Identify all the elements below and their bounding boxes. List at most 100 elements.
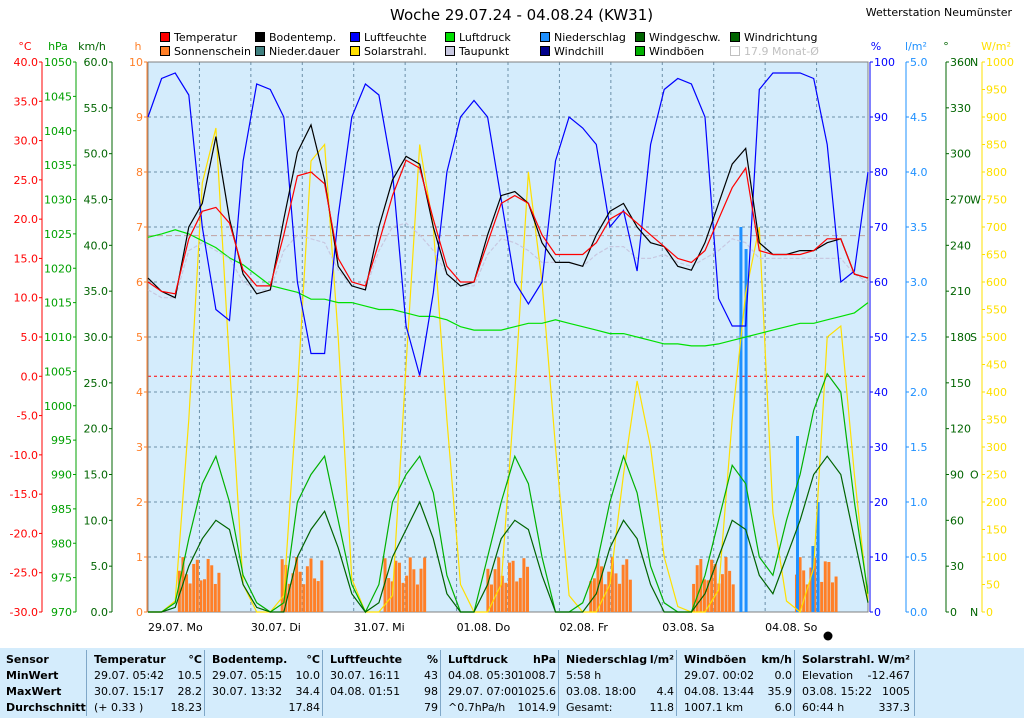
axis-tick-label-wind: 50.0 — [84, 148, 109, 161]
axis-unit-press: hPa — [48, 40, 68, 53]
axis-tick-label-dir: 330 — [950, 102, 971, 115]
axis-tick-label-dir: 150 — [950, 377, 971, 390]
axis-tick-label-solar: 450 — [986, 359, 1007, 372]
day-label: 04.08. So — [765, 621, 817, 634]
axis-tick-label-temp: 40.0 — [14, 56, 39, 69]
sunshine-bar — [309, 558, 313, 612]
sunshine-bar — [522, 558, 526, 612]
sunshine-bar — [320, 560, 324, 612]
series-line-windgeschw — [148, 455, 869, 613]
axis-tick-label-hours: 4 — [136, 386, 143, 399]
sunshine-bar — [596, 558, 600, 612]
axis-tick-label-press: 980 — [51, 537, 72, 550]
axis-tick-label-rain: 1.5 — [910, 441, 928, 454]
legend-item: Niederschlag — [540, 31, 626, 45]
axis-tick-label-wind: 10.0 — [84, 514, 109, 527]
axis-tick-label-press: 995 — [51, 434, 72, 447]
sunshine-bar — [203, 579, 207, 612]
axis-tick-label-humidity: 80 — [874, 166, 888, 179]
stats-label-avg: Durchschnitt — [6, 701, 86, 714]
legend-swatch — [350, 46, 360, 56]
axis-tick-label-wind: 5.0 — [91, 560, 109, 573]
axis-tick-label-dir: 210 — [950, 285, 971, 298]
station-name: Wetterstation Neumünster — [865, 6, 1012, 19]
sunshine-bar — [812, 557, 816, 612]
legend-label: Windböen — [649, 45, 705, 58]
axis-tick-label-dir: 300 — [950, 148, 971, 161]
stats-column-name: Solarstrahl. — [802, 653, 875, 666]
sunshine-bar — [302, 584, 306, 612]
sunshine-bar — [295, 557, 299, 612]
legend-label: Niederschlag — [554, 31, 626, 44]
axis-tick-label-solar: 350 — [986, 414, 1007, 427]
axis-tick-label-wind: 45.0 — [84, 194, 109, 207]
axis-tick-label-wind: 35.0 — [84, 285, 109, 298]
stats-cell-value: 1025.6 — [517, 685, 557, 698]
stats-cell-label: Gesamt: — [566, 701, 613, 714]
stats-column-name: Luftfeuchte — [330, 653, 403, 666]
legend-swatch — [445, 32, 455, 42]
axis-tick-label-solar: 1000 — [986, 56, 1014, 69]
day-label: 01.08. Do — [457, 621, 511, 634]
sunshine-bar — [515, 581, 519, 612]
legend-item: Windgeschw. — [635, 31, 721, 45]
sunshine-bar — [415, 584, 419, 612]
stats-column-unit: °C — [306, 653, 320, 666]
sunshine-bar — [713, 564, 717, 612]
axis-tick-label-wind: 15.0 — [84, 469, 109, 482]
axis-tick-label-dir: 0 — [950, 606, 957, 619]
axis-tick-label-wind: 30.0 — [84, 331, 109, 344]
stats-cell-value: 10.0 — [295, 669, 321, 682]
stats-column-unit: W/m² — [877, 653, 910, 666]
legend-label: Taupunkt — [459, 45, 510, 58]
axis-tick-label-rain: 1.0 — [910, 496, 928, 509]
stats-column: Solarstrahl. W/m² Elevation -12.467 03.08. 1… — [796, 648, 914, 718]
axis-direction-letter: O — [970, 469, 979, 482]
stats-separator — [86, 650, 87, 716]
axis-tick-label-press: 1050 — [44, 56, 72, 69]
stats-labels-column: Sensor MinWert MaxWert Durchschnitt — [0, 648, 86, 718]
axis-tick-label-press: 985 — [51, 503, 72, 516]
sunshine-bar — [397, 562, 401, 612]
axis-tick-label-dir: 30 — [950, 560, 964, 573]
sunshine-bar — [728, 570, 732, 612]
axis-tick-label-press: 1045 — [44, 90, 72, 103]
sunshine-bar — [192, 563, 196, 612]
axis-direction-letter: N — [970, 606, 978, 619]
day-label: 31.07. Mi — [354, 621, 405, 634]
sunshine-bar — [724, 557, 728, 612]
stats-cell-label: (+ 0.33 ) — [94, 701, 144, 714]
sunshine-bar — [621, 564, 625, 612]
stats-cell-value: 1014.9 — [517, 701, 557, 714]
sunshine-bar — [394, 560, 398, 612]
sunshine-bar — [610, 557, 614, 612]
axis-tick-label-solar: 700 — [986, 221, 1007, 234]
x-axis-labels: 29.07. Mo 30.07. Di 31.07. Mi 01.08. Do 02.0… — [148, 621, 818, 634]
sunshine-bar — [526, 566, 529, 612]
stats-cell-value: 4.4 — [656, 685, 675, 698]
sunshine-bar — [834, 576, 838, 612]
axis-tick-label-solar: 400 — [986, 386, 1007, 399]
axis-tick-label-press: 970 — [51, 606, 72, 619]
stats-separator — [204, 650, 205, 716]
sunshine-bar — [820, 581, 824, 612]
legend-swatch — [160, 32, 170, 42]
sunshine-bar — [625, 559, 629, 612]
axis-tick-label-solar: 250 — [986, 469, 1007, 482]
axis-tick-label-temp: -5.0 — [17, 410, 38, 423]
sunshine-bar — [206, 558, 210, 612]
axis-unit-dir: ° — [943, 40, 949, 53]
sunshine-bar — [508, 562, 511, 612]
sunshine-bar — [823, 561, 827, 612]
stats-cell-value: 17.84 — [288, 701, 321, 714]
day-label: 03.08. Sa — [662, 621, 714, 634]
sunshine-bar — [405, 575, 409, 612]
legend-swatch — [445, 46, 455, 56]
axis-tick-label-solar: 900 — [986, 111, 1007, 124]
axis-tick-label-temp: 0.0 — [21, 370, 39, 383]
axis-tick-label-solar: 600 — [986, 276, 1007, 289]
sunshine-bar — [802, 570, 806, 612]
stats-column: Luftdruck hPa 04.08. 05:30 1008.7 29.07. 07:… — [442, 648, 560, 718]
sunshine-bar — [305, 566, 309, 612]
axis-tick-label-rain: 3.5 — [910, 221, 928, 234]
